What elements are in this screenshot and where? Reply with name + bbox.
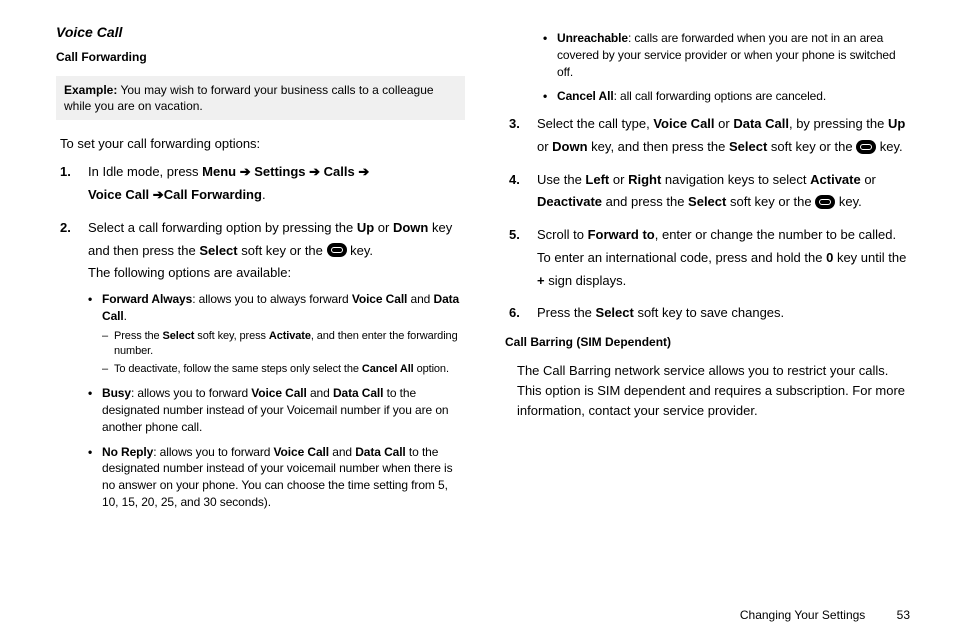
step-body: Select the call type, Voice Call or Data… (537, 113, 914, 159)
sub-step: Press the Select soft key, press Activat… (102, 329, 465, 359)
left-column: Voice Call Call Forwarding Example: You … (56, 24, 465, 529)
step-1: 1. In Idle mode, press Menu ➔ Settings ➔… (60, 161, 465, 207)
options-list: Forward Always: allows you to always for… (88, 291, 465, 511)
option-forward-always: Forward Always: allows you to always for… (88, 291, 465, 377)
page-footer: Changing Your Settings 53 (740, 608, 910, 622)
call-barring-text: The Call Barring network service allows … (517, 361, 914, 421)
options-list-cont: Unreachable: calls are forwarded when yo… (543, 30, 914, 105)
step-5: 5. Scroll to Forward to, enter or change… (509, 224, 914, 292)
step-number: 3. (509, 113, 537, 159)
option-cancel-all: Cancel All: all call forwarding options … (543, 88, 914, 105)
call-barring-title: Call Barring (SIM Dependent) (505, 335, 914, 349)
steps-list-left: 1. In Idle mode, press Menu ➔ Settings ➔… (60, 161, 465, 518)
example-text: You may wish to forward your business ca… (64, 83, 434, 113)
step-number: 6. (509, 302, 537, 325)
steps-list-right: 3. Select the call type, Voice Call or D… (509, 113, 914, 325)
step-6: 6. Press the Select soft key to save cha… (509, 302, 914, 325)
step-number: 4. (509, 169, 537, 215)
step-4: 4. Use the Left or Right navigation keys… (509, 169, 914, 215)
step-2: 2. Select a call forwarding option by pr… (60, 217, 465, 519)
option-no-reply: No Reply: allows you to forward Voice Ca… (88, 444, 465, 511)
sub-steps: Press the Select soft key, press Activat… (102, 329, 465, 378)
step-body: Scroll to Forward to, enter or change th… (537, 224, 914, 292)
footer-page-number: 53 (897, 608, 910, 622)
subsection-title: Call Forwarding (56, 50, 465, 64)
step-body: Press the Select soft key to save change… (537, 302, 914, 325)
ok-key-icon (327, 243, 347, 257)
step-number: 1. (60, 161, 88, 207)
option-unreachable: Unreachable: calls are forwarded when yo… (543, 30, 914, 80)
step-body: Select a call forwarding option by press… (88, 217, 465, 519)
example-box: Example: You may wish to forward your bu… (56, 76, 465, 120)
section-title: Voice Call (56, 24, 465, 40)
step-body: In Idle mode, press Menu ➔ Settings ➔ Ca… (88, 161, 465, 207)
option-busy: Busy: allows you to forward Voice Call a… (88, 385, 465, 435)
footer-section: Changing Your Settings (740, 608, 865, 622)
right-column: Unreachable: calls are forwarded when yo… (505, 24, 914, 529)
example-label: Example: (64, 83, 117, 97)
ok-key-icon (856, 140, 876, 154)
step-number: 2. (60, 217, 88, 519)
ok-key-icon (815, 195, 835, 209)
page: Voice Call Call Forwarding Example: You … (0, 0, 954, 529)
step-3: 3. Select the call type, Voice Call or D… (509, 113, 914, 159)
step-number: 5. (509, 224, 537, 292)
intro-text: To set your call forwarding options: (60, 136, 465, 151)
step-body: Use the Left or Right navigation keys to… (537, 169, 914, 215)
sub-step: To deactivate, follow the same steps onl… (102, 362, 465, 377)
